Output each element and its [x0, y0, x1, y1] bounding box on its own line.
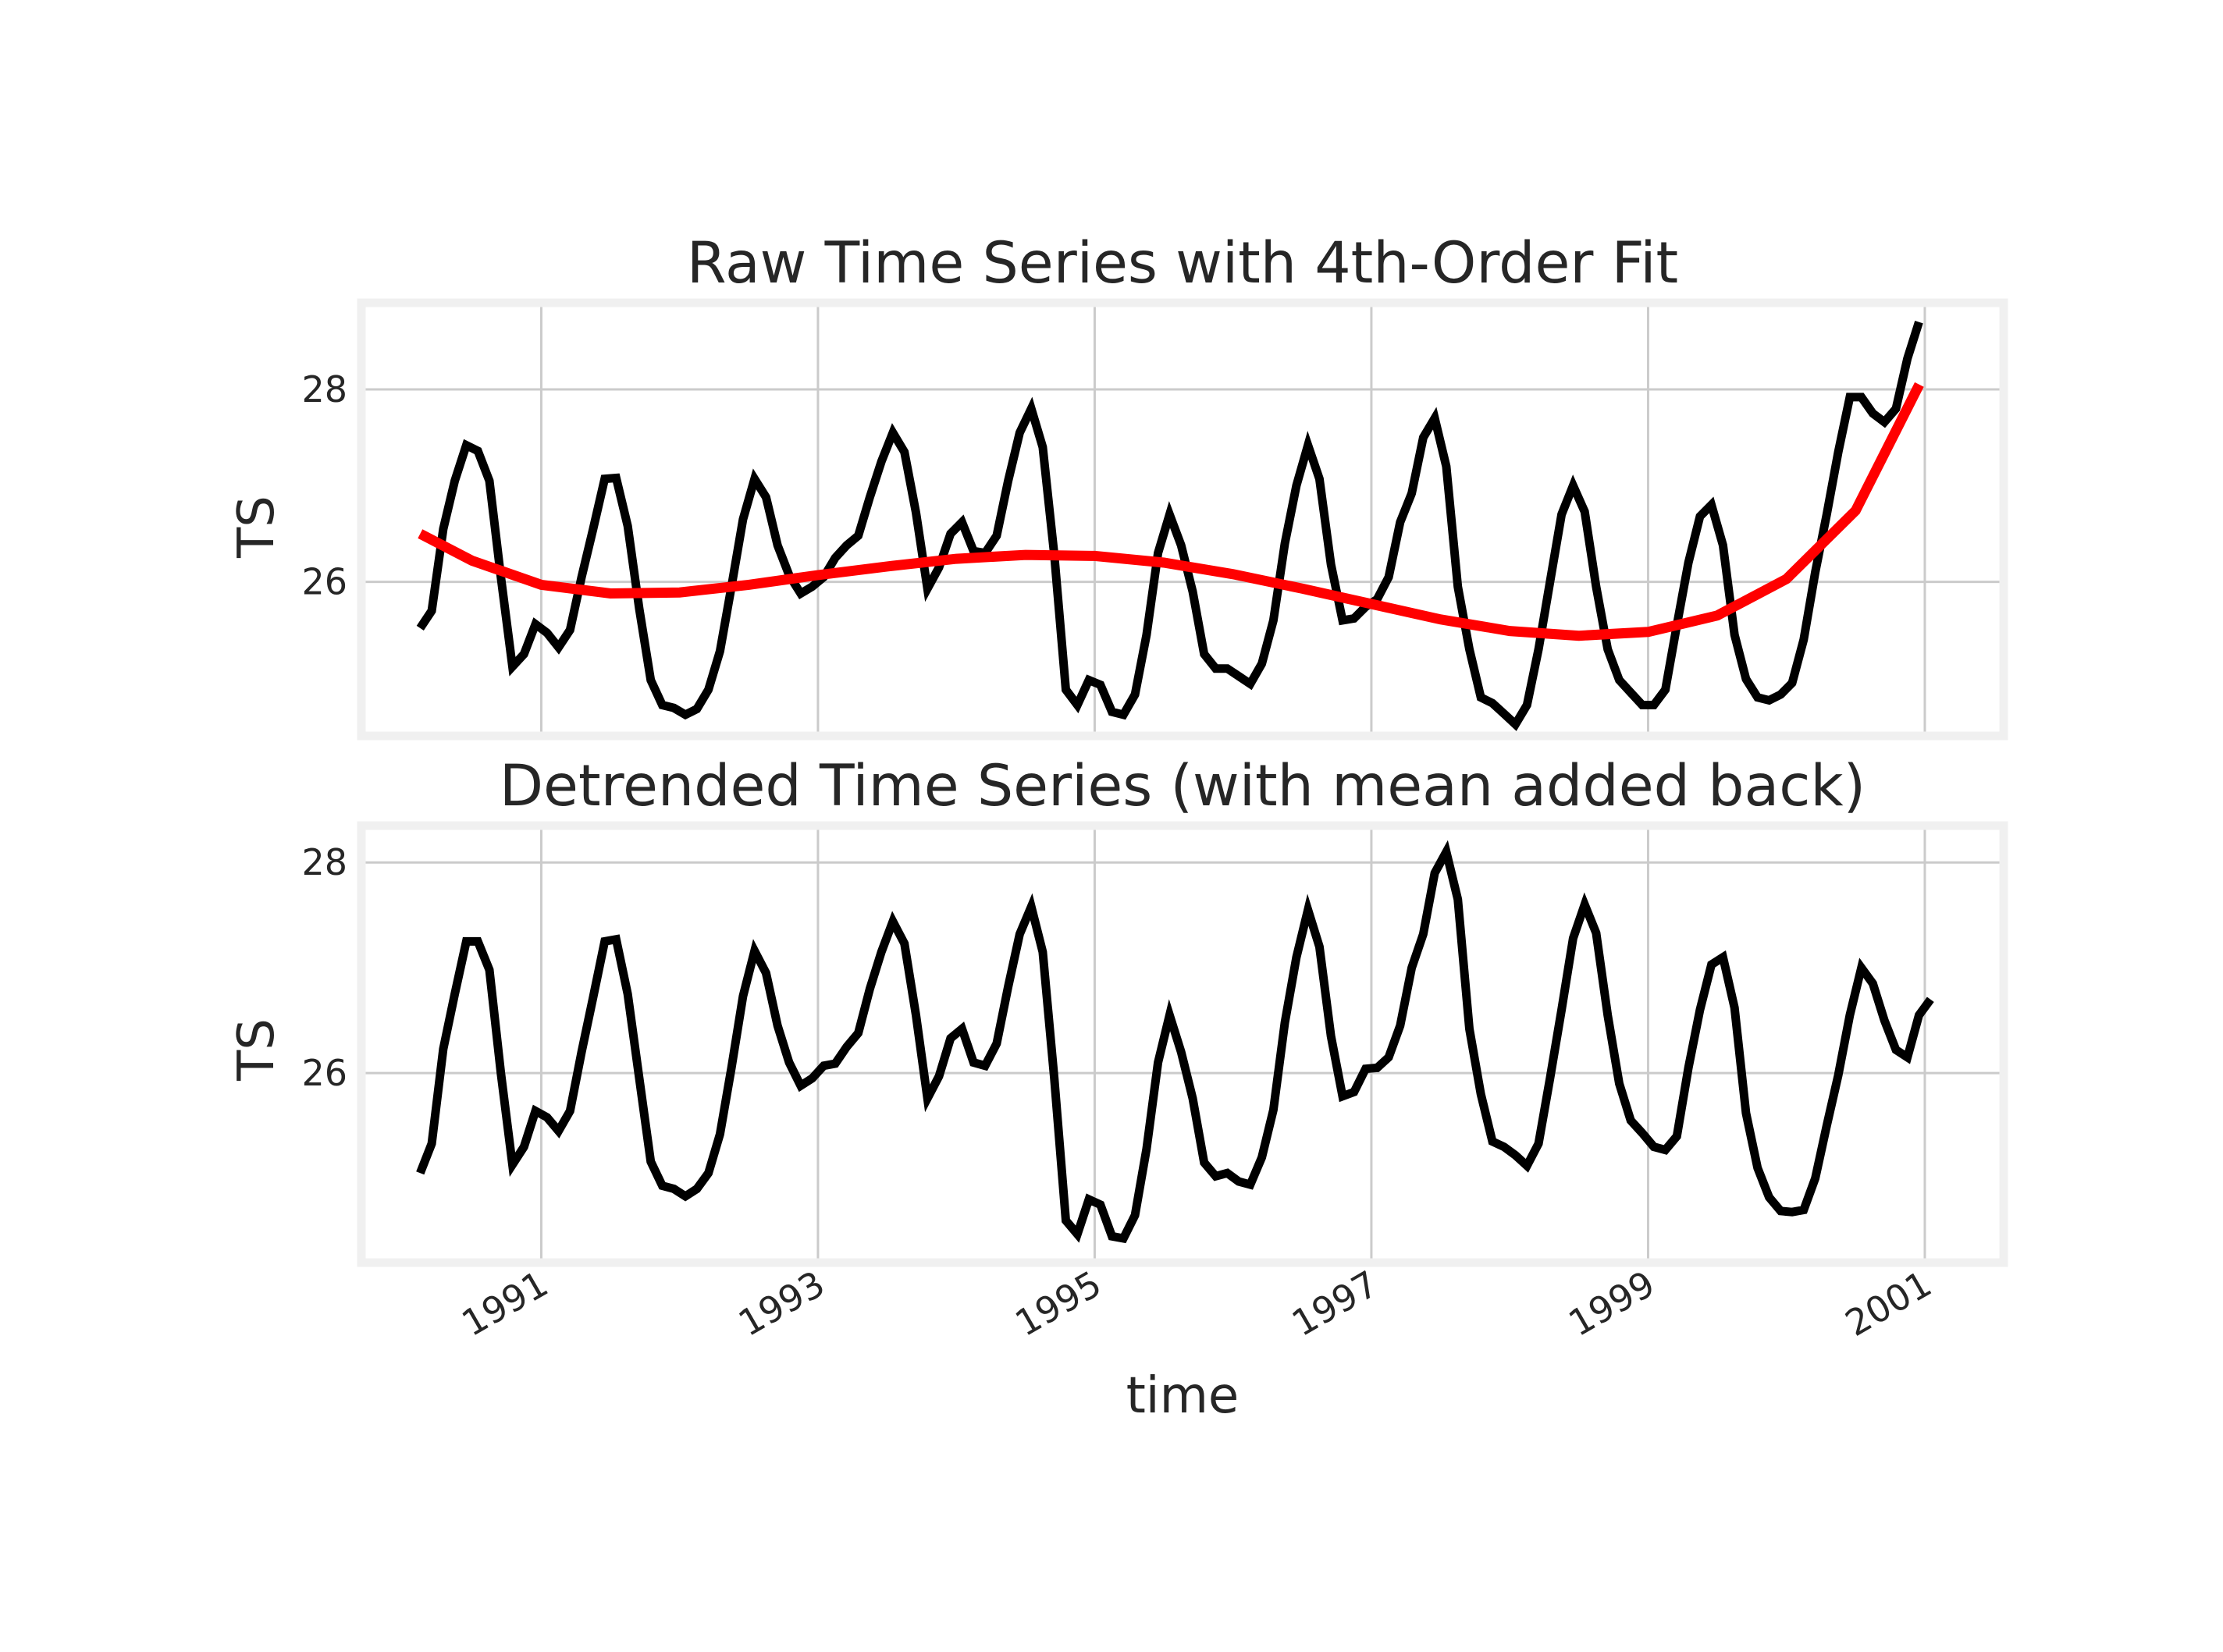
- bottom-panel: 26 28 1991 1993 1995 1997 1999 2001 Detrended …: [228, 753, 2008, 1425]
- y-tick-label: 28: [301, 841, 347, 883]
- top-panel-y-axis-label: TS: [228, 496, 286, 559]
- x-tick-label: 1991: [455, 1263, 555, 1345]
- fit-curve-line: [418, 382, 1924, 641]
- top-panel-title: Raw Time Series with 4th-Order Fit: [687, 230, 1678, 297]
- bottom-panel-title: Detrended Time Series (with mean added b…: [500, 753, 1866, 819]
- y-tick-label: 26: [301, 1052, 347, 1094]
- x-tick-label: 1997: [1285, 1263, 1385, 1345]
- top-panel-series: [416, 321, 1924, 731]
- bottom-panel-x-ticks: 1991 1993 1995 1997 1999 2001: [455, 1263, 1939, 1345]
- bottom-panel-y-ticks: 26 28: [301, 841, 347, 1094]
- bottom-panel-series: [416, 840, 1934, 1244]
- x-tick-label: 1995: [1008, 1263, 1108, 1345]
- top-panel-grid: [361, 303, 2004, 736]
- raw-series-line: [416, 321, 1923, 731]
- y-tick-label: 26: [301, 561, 347, 603]
- x-tick-label: 1999: [1562, 1263, 1662, 1345]
- bottom-panel-frame: [357, 821, 2008, 1267]
- y-tick-label: 28: [301, 368, 347, 410]
- x-tick-label: 1993: [731, 1263, 831, 1345]
- top-panel-frame: [357, 298, 2008, 741]
- x-axis-label: time: [1126, 1367, 1240, 1425]
- top-panel-y-ticks: 26 28: [301, 368, 347, 603]
- detrended-series-line: [416, 840, 1934, 1244]
- bottom-panel-y-axis-label: TS: [228, 1018, 286, 1082]
- x-tick-label: 2001: [1838, 1263, 1938, 1345]
